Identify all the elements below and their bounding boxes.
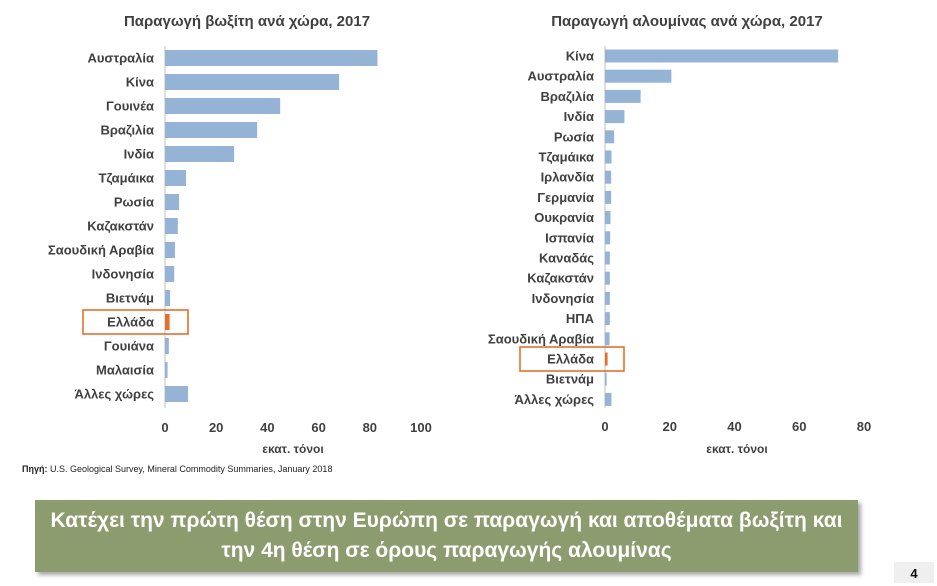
bauxite-tick-label: 80 [363,420,377,435]
bauxite-tick-label: 100 [410,420,432,435]
bauxite-tick-label: 40 [260,420,274,435]
alumina-x-axis-label: εκατ. τόνοι [706,442,767,456]
bauxite-bar-14 [165,362,168,378]
bauxite-bar-2 [165,74,340,90]
alumina-bar-17 [605,372,607,386]
bauxite-bar-12 [165,314,170,330]
alumina-highlight-box [519,346,625,372]
alumina-bar-14 [605,312,610,326]
alumina-bar-12 [605,271,610,285]
bauxite-tick-label: 20 [209,420,223,435]
bauxite-bar-6 [165,170,186,186]
alumina-bar-8 [605,190,612,204]
bauxite-tick-label: 0 [161,420,168,435]
bauxite-bar-9 [165,242,175,258]
alumina-category-label: Βραζιλία [540,89,594,104]
alumina-bar-13 [605,291,610,305]
bauxite-bar-1 [165,50,378,66]
alumina-bar-16 [605,352,608,366]
source-note: Πηγή: U.S. Geological Survey, Mineral Co… [22,464,332,474]
bauxite-category-label: Βιετνάμ [106,291,154,306]
alumina-tick-label: 60 [792,419,806,434]
bauxite-bar-7 [165,194,180,210]
bauxite-category-label: Ελλάδα [107,315,154,330]
bauxite-category-label: Άλλες χώρες [74,387,154,402]
bauxite-category-label: Γουιάνα [104,339,154,354]
alumina-bar-18 [605,392,612,406]
bauxite-category-label: Ινδία [124,147,154,162]
alumina-category-label: Ρωσία [554,129,594,144]
banner-line-2: την 4η θέση σε όρους παραγωγής αλουμίνας [221,539,672,562]
bauxite-category-label: Αυστραλία [87,51,154,66]
alumina-tick-label: 40 [727,419,741,434]
bauxite-bar-15 [165,386,189,402]
bauxite-category-label: Ρωσία [114,195,154,210]
bauxite-bar-8 [165,218,178,234]
bauxite-category-label: Τζαμάικα [98,171,154,186]
alumina-category-label: ΗΠΑ [566,311,595,326]
alumina-category-label: Ελλάδα [547,352,594,367]
bauxite-bar-5 [165,146,235,162]
summary-banner: Κατέχει την πρώτη θέση στην Ευρώπη σε πα… [35,500,858,572]
alumina-bar-5 [605,130,615,144]
source-text: U.S. Geological Survey, Mineral Commodit… [47,464,333,474]
alumina-category-label: Ινδονησία [532,291,594,306]
alumina-tick-label: 20 [663,419,677,434]
page-number: 4 [894,562,934,583]
alumina-bar-9 [605,211,611,225]
bauxite-x-axis-label: εκατ. τόνοι [262,442,323,456]
bauxite-category-label: Σαουδική Αραβία [48,243,154,258]
alumina-title: Παραγωγή αλουμίνας ανά χώρα, 2017 [551,13,823,30]
alumina-bar-6 [605,150,612,164]
alumina-category-label: Κίνα [566,49,594,64]
alumina-category-label: Βιετνάμ [546,372,594,387]
alumina-category-label: Καζακστάν [527,271,594,286]
bauxite-title: Παραγωγή βωξίτη ανά χώρα, 2017 [124,13,370,30]
alumina-bar-3 [605,89,641,103]
alumina-category-label: Σαουδική Αραβία [488,331,594,346]
bauxite-category-label: Γουινέα [106,99,154,114]
alumina-category-label: Γερμανία [537,190,594,205]
alumina-bar-1 [605,49,839,63]
bauxite-highlight-box [82,309,189,335]
alumina-category-label: Αυστραλία [527,69,594,84]
bauxite-bar-13 [165,338,169,354]
alumina-category-label: Ισπανία [545,230,594,245]
alumina-category-label: Ινδία [564,109,594,124]
alumina-category-label: Τζαμάικα [538,150,594,165]
bauxite-bar-10 [165,266,175,282]
bauxite-category-label: Κίνα [126,75,154,90]
alumina-bar-7 [605,170,612,184]
bauxite-category-label: Ινδονησία [92,267,154,282]
alumina-tick-label: 80 [857,419,871,434]
bauxite-bar-11 [165,290,171,306]
alumina-bar-4 [605,110,625,124]
bauxite-category-label: Βραζιλία [100,123,154,138]
alumina-tick-label: 0 [601,419,608,434]
alumina-bar-2 [605,69,672,83]
alumina-category-label: Άλλες χώρες [514,392,594,407]
bauxite-tick-label: 60 [311,420,325,435]
alumina-bar-15 [605,332,610,346]
alumina-bar-10 [605,231,611,245]
bauxite-bar-3 [165,98,281,114]
bauxite-bar-4 [165,122,258,138]
alumina-category-label: Ουκρανία [534,210,594,225]
bauxite-category-label: Καζακστάν [87,219,154,234]
bauxite-category-label: Μαλαισία [96,363,154,378]
source-label: Πηγή: [22,464,48,474]
alumina-category-label: Καναδάς [539,251,594,266]
alumina-category-label: Ιρλανδία [541,170,594,185]
alumina-bar-11 [605,251,610,265]
banner-line-1: Κατέχει την πρώτη θέση στην Ευρώπη σε πα… [50,509,843,532]
